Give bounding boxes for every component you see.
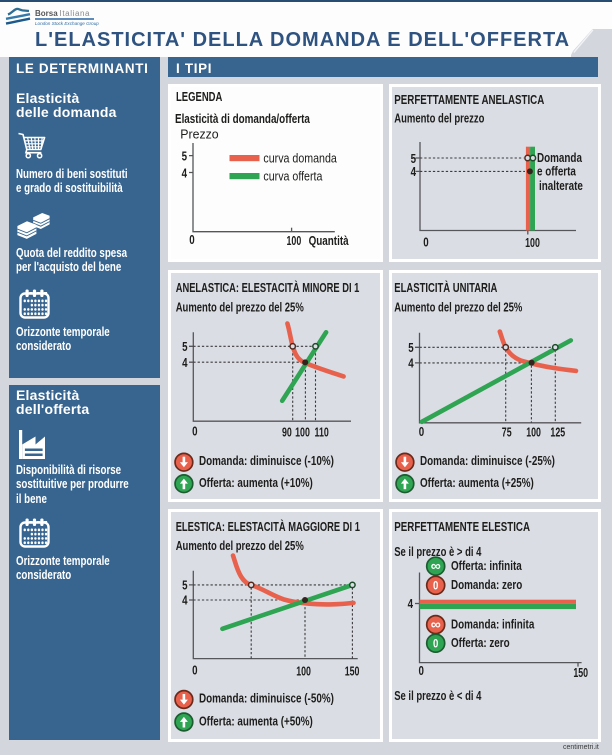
svg-text:Domanda: diminuisce (-50%): Domanda: diminuisce (-50%) [199, 692, 334, 706]
svg-text:100: 100 [287, 234, 302, 248]
svg-text:100: 100 [526, 426, 541, 440]
svg-text:0: 0 [423, 236, 428, 250]
svg-text:Prezzo: Prezzo [180, 127, 218, 141]
svg-text:5: 5 [182, 341, 188, 355]
svg-text:PERFETTAMENTE ELESTICA: PERFETTAMENTE ELESTICA [394, 521, 530, 535]
svg-text:curva offerta: curva offerta [263, 168, 322, 183]
svg-text:LEGENDA: LEGENDA [176, 91, 222, 105]
svg-text:Se il prezzo è < di 4: Se il prezzo è < di 4 [394, 690, 482, 704]
svg-text:ELESTICA: ELESTACITÀ MAGGIORE: ELESTICA: ELESTACITÀ MAGGIORE DI 1 [176, 519, 360, 534]
svg-text:e offerta: e offerta [537, 166, 576, 180]
svg-text:4: 4 [411, 166, 417, 180]
svg-text:Italiana: Italiana [60, 9, 91, 18]
svg-text:Offerta: aumenta (+50%): Offerta: aumenta (+50%) [199, 715, 313, 729]
svg-text:∞: ∞ [431, 616, 441, 632]
svg-text:0: 0 [192, 425, 197, 439]
svg-text:Domanda: diminuisce (-10%): Domanda: diminuisce (-10%) [199, 455, 334, 469]
svg-text:150: 150 [573, 666, 588, 680]
svg-text:Aumento del prezzo del 25%: Aumento del prezzo del 25% [176, 540, 304, 554]
svg-text:4: 4 [182, 167, 188, 181]
svg-text:Domanda: infinita: Domanda: infinita [451, 618, 535, 632]
svg-text:Se il prezzo è > di 4: Se il prezzo è > di 4 [394, 546, 482, 560]
svg-text:Offerta: infinita: Offerta: infinita [451, 560, 522, 574]
svg-text:∞: ∞ [431, 557, 441, 573]
svg-text:Aumento del prezzo: Aumento del prezzo [394, 112, 484, 126]
svg-text:ELASTICITÀ UNITARIA: ELASTICITÀ UNITARIA [394, 280, 497, 295]
svg-text:Aumento del prezzo del 25%: Aumento del prezzo del 25% [394, 301, 522, 315]
svg-text:inalterate: inalterate [539, 180, 583, 194]
svg-text:0: 0 [192, 664, 197, 678]
svg-text:150: 150 [345, 665, 360, 679]
svg-text:Domanda: Domanda [537, 152, 582, 166]
svg-text:curva domanda: curva domanda [263, 150, 337, 165]
svg-text:100: 100 [295, 426, 310, 440]
svg-text:0: 0 [418, 665, 423, 679]
svg-text:Offerta: zero: Offerta: zero [451, 637, 510, 651]
svg-text:75: 75 [502, 426, 512, 440]
svg-text:0: 0 [433, 637, 438, 650]
svg-text:4: 4 [182, 595, 188, 609]
svg-text:4: 4 [182, 357, 188, 371]
svg-text:Domanda: diminuisce (-25%): Domanda: diminuisce (-25%) [420, 455, 555, 469]
svg-text:PERFETTAMENTE ANELASTICA: PERFETTAMENTE ANELASTICA [394, 94, 544, 108]
svg-text:Offerta: aumenta (+25%): Offerta: aumenta (+25%) [420, 477, 534, 491]
svg-text:125: 125 [550, 426, 565, 440]
svg-text:0: 0 [189, 234, 194, 248]
svg-text:90: 90 [282, 426, 292, 440]
svg-text:100: 100 [296, 665, 311, 679]
svg-text:4: 4 [408, 598, 414, 612]
svg-text:Elasticità di domanda/offerta: Elasticità di domanda/offerta [175, 113, 310, 127]
svg-text:0: 0 [433, 580, 438, 593]
svg-text:Aumento del prezzo del 25%: Aumento del prezzo del 25% [176, 301, 304, 315]
svg-text:4: 4 [408, 357, 414, 371]
svg-text:5: 5 [182, 579, 188, 593]
svg-text:0: 0 [419, 426, 424, 440]
svg-text:ANELASTICA: ELESTACITÀ MINORE: ANELASTICA: ELESTACITÀ MINORE DI 1 [176, 280, 360, 295]
svg-text:5: 5 [408, 342, 414, 356]
svg-text:Borsa: Borsa [35, 9, 58, 18]
svg-text:Quantità: Quantità [309, 235, 350, 249]
svg-text:100: 100 [525, 236, 540, 250]
svg-text:5: 5 [411, 153, 417, 167]
svg-text:Domanda: zero: Domanda: zero [451, 579, 522, 593]
svg-text:London Stock Exchange Group: London Stock Exchange Group [35, 21, 99, 26]
svg-text:110: 110 [315, 426, 329, 440]
svg-text:Offerta: aumenta (+10%): Offerta: aumenta (+10%) [199, 477, 313, 491]
svg-text:5: 5 [182, 150, 188, 164]
